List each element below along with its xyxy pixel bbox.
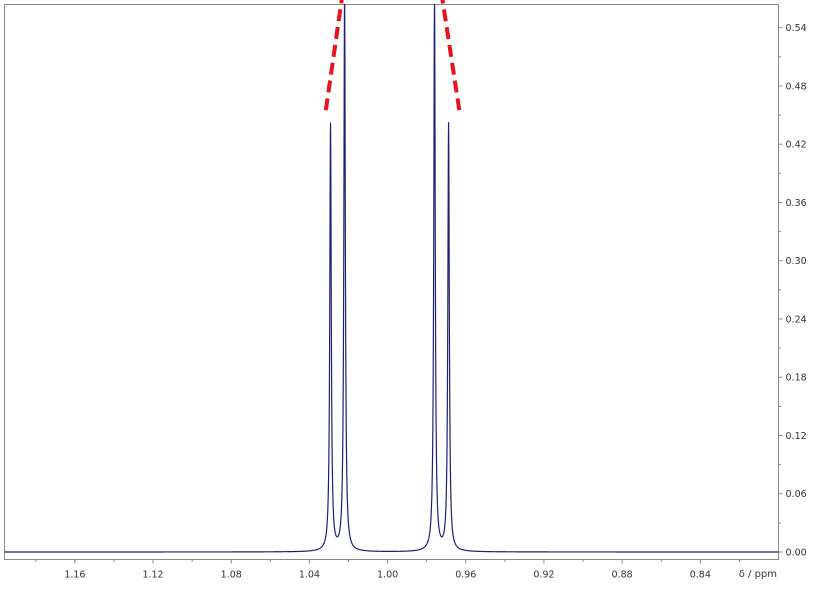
x-tick-label: 1.08 bbox=[221, 570, 242, 581]
spectrum-line bbox=[4, 3, 779, 553]
x-tick-label: 1.04 bbox=[299, 570, 320, 581]
x-axis: 1.16 1.12 1.08 1.04 1.00 0.96 0.92 0.88 0.84 bbox=[35, 559, 740, 581]
annotation-dashed-line bbox=[440, 0, 462, 111]
x-tick-label: 0.84 bbox=[690, 570, 711, 581]
x-tick-label: 1.12 bbox=[142, 570, 163, 581]
x-tick-label: 0.96 bbox=[455, 570, 476, 581]
y-tick-label: 0.06 bbox=[786, 489, 807, 500]
plot-frame bbox=[4, 4, 779, 560]
y-tick-label: 0.48 bbox=[786, 81, 807, 92]
x-tick-label: 0.92 bbox=[533, 570, 554, 581]
x-tick-label: 0.88 bbox=[612, 570, 633, 581]
annotations bbox=[323, 0, 462, 111]
y-tick-label: 0.42 bbox=[786, 140, 807, 151]
series-group bbox=[4, 3, 779, 553]
y-tick-label: 0.18 bbox=[786, 373, 807, 384]
y-tick-label: 0.00 bbox=[786, 548, 807, 559]
y-axis: 0.00 0.06 0.12 0.18 0.24 0.30 0.36 0.42 0.48 0.54 bbox=[778, 23, 807, 559]
annotation-dashed-line bbox=[323, 0, 344, 111]
y-tick-label: 0.30 bbox=[786, 256, 807, 267]
y-tick-label: 0.54 bbox=[786, 23, 807, 34]
x-axis-title: δ / ppm bbox=[739, 569, 777, 580]
y-tick-label: 0.12 bbox=[786, 431, 807, 442]
x-tick-label: 1.16 bbox=[64, 570, 85, 581]
y-tick-label: 0.36 bbox=[786, 198, 807, 209]
y-tick-label: 0.24 bbox=[786, 314, 807, 325]
x-tick-label: 1.00 bbox=[377, 570, 398, 581]
